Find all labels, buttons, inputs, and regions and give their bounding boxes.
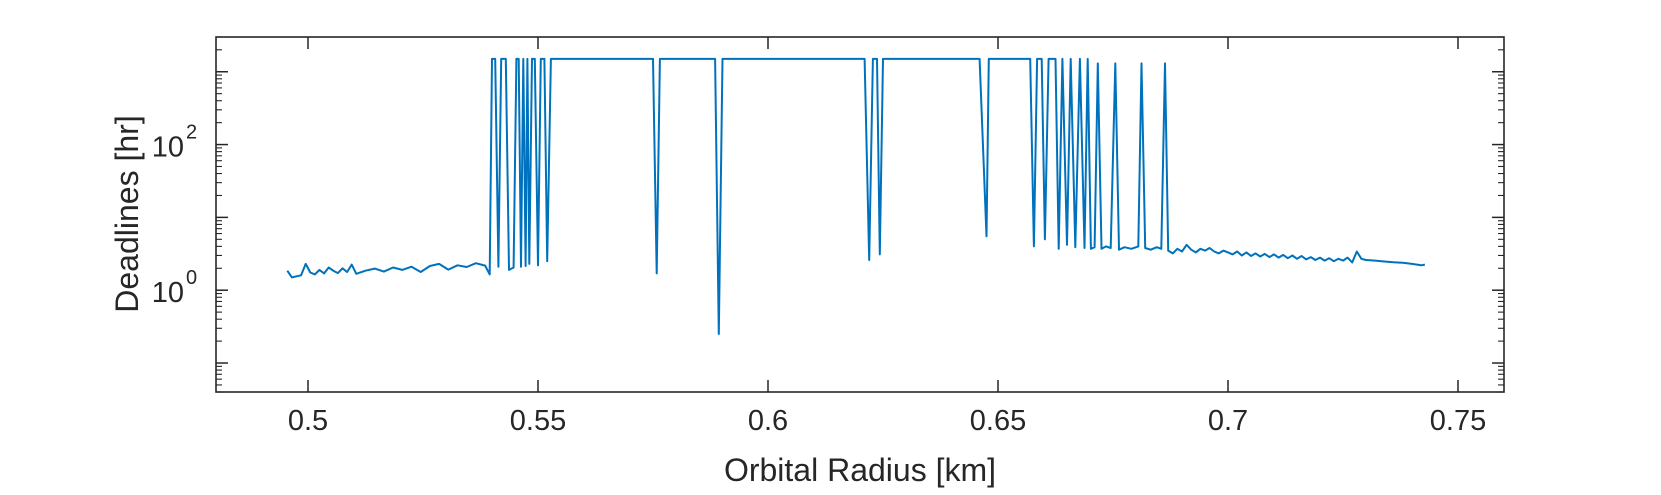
y-tick-exponent: 0 bbox=[186, 267, 197, 289]
y-axis-label: Deadlines [hr] bbox=[109, 115, 145, 312]
plot-area bbox=[216, 37, 1504, 392]
y-tick-base: 10 bbox=[152, 132, 184, 164]
y-tick-base: 10 bbox=[152, 277, 184, 309]
x-tick-label: 0.65 bbox=[970, 405, 1026, 437]
x-tick-labels: 0.5 0.55 0.6 0.65 0.7 0.75 bbox=[288, 405, 1486, 437]
x-tick-label: 0.5 bbox=[288, 405, 328, 437]
x-tick-label: 0.75 bbox=[1430, 405, 1486, 437]
x-tick-label: 0.6 bbox=[748, 405, 788, 437]
y-tick-label: 10 bbox=[152, 132, 184, 164]
y-tick-label: 10 bbox=[152, 277, 184, 309]
x-axis-label: Orbital Radius [km] bbox=[724, 452, 996, 488]
y-tick-exponent: 2 bbox=[186, 122, 197, 144]
x-tick-label: 0.55 bbox=[510, 405, 566, 437]
x-tick-label: 0.7 bbox=[1208, 405, 1248, 437]
